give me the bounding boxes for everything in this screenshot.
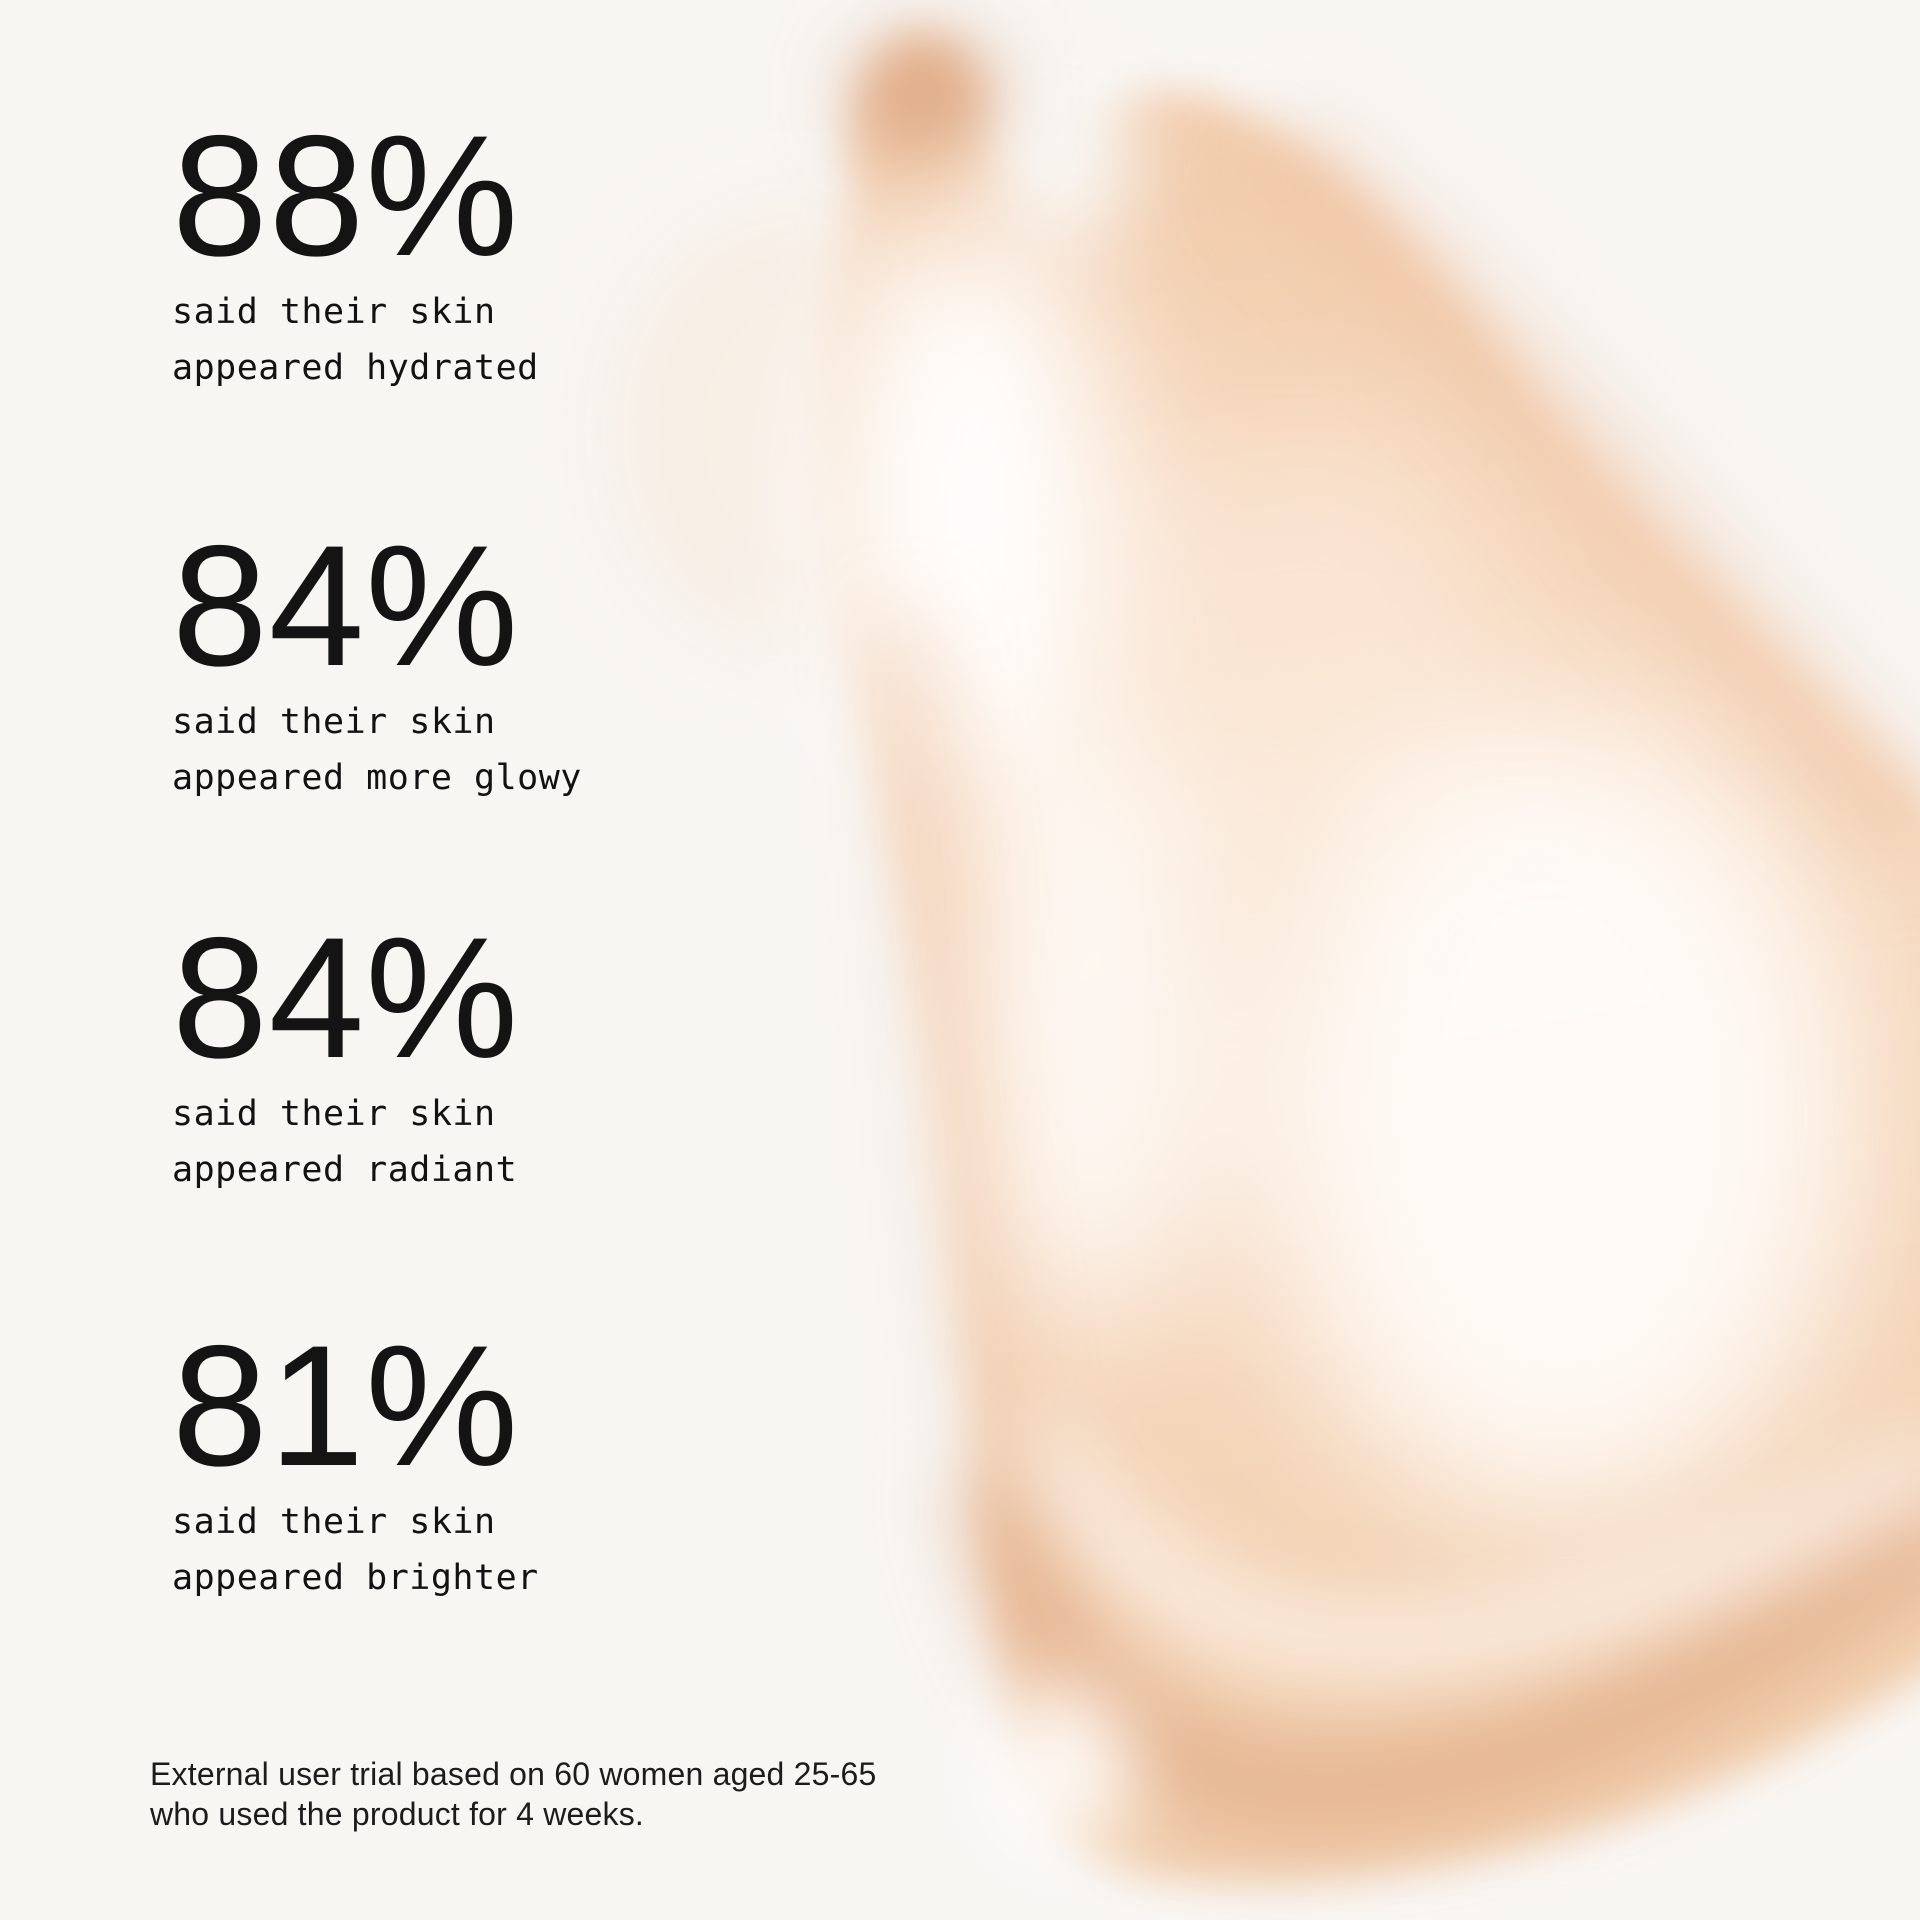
stat-value: 84% xyxy=(172,510,520,702)
stat-caption-line: said their skin xyxy=(172,702,496,742)
stat-caption: said their skin appeared brighter xyxy=(172,1494,872,1606)
trial-disclaimer-line: External user trial based on 60 women ag… xyxy=(150,1756,877,1792)
stat-caption: said their skin appeared radiant xyxy=(172,1086,872,1198)
stat-block-glowy: 84% said their skin appeared more glowy xyxy=(172,520,872,806)
trial-disclaimer-line: who used the product for 4 weeks. xyxy=(150,1796,644,1832)
stat-block-brighter: 81% said their skin appeared brighter xyxy=(172,1320,872,1606)
stat-caption-line: said their skin xyxy=(172,292,496,332)
stat-caption: said their skin appeared more glowy xyxy=(172,694,872,806)
stat-caption: said their skin appeared hydrated xyxy=(172,284,872,396)
stat-block-hydrated: 88% said their skin appeared hydrated xyxy=(172,110,872,396)
cream-smear-sheen xyxy=(825,210,1860,1520)
stat-caption-line: appeared brighter xyxy=(172,1558,539,1598)
trial-disclaimer: External user trial based on 60 women ag… xyxy=(150,1754,970,1834)
stat-caption-line: appeared hydrated xyxy=(172,348,539,388)
cream-smear-shading xyxy=(855,43,1920,1838)
stat-value: 81% xyxy=(172,1310,520,1502)
stat-value: 84% xyxy=(172,902,520,1094)
stat-caption-line: appeared radiant xyxy=(172,1150,518,1190)
stat-block-radiant: 84% said their skin appeared radiant xyxy=(172,912,872,1198)
cream-smear-bright-accents xyxy=(990,1419,1920,1855)
stat-caption-line: said their skin xyxy=(172,1502,496,1542)
stat-value: 88% xyxy=(172,100,520,292)
stat-caption-line: said their skin xyxy=(172,1094,496,1134)
stat-caption-line: appeared more glowy xyxy=(172,758,582,798)
